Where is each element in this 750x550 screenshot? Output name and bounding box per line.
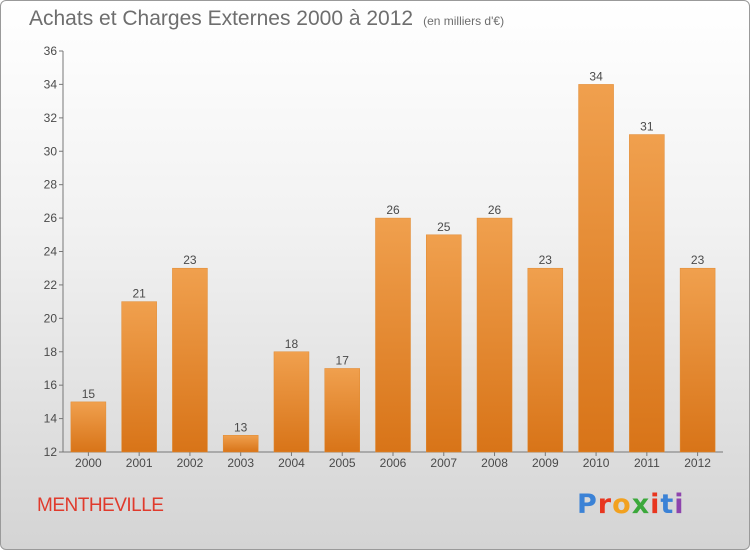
bar-2003	[222, 435, 259, 453]
chart-title-text: Achats et Charges Externes 2000 à 2012	[29, 7, 414, 30]
value-label-2003: 13	[234, 420, 248, 434]
x-tick-label-2004: 2004	[278, 456, 305, 470]
chart-title: Achats et Charges Externes 2000 à 2012 (e…	[29, 7, 504, 31]
value-label-2008: 26	[488, 203, 502, 217]
x-tick-label-2000: 2000	[75, 456, 102, 470]
y-tick-label: 28	[44, 178, 58, 192]
value-label-2000: 15	[82, 387, 96, 401]
logo-letter: r	[597, 489, 613, 520]
y-tick-label: 22	[44, 278, 58, 292]
y-tick-label: 32	[44, 111, 58, 125]
logo-letter: i	[650, 489, 661, 520]
chart-subtitle: (en milliers d'€)	[423, 14, 505, 28]
bar-2011	[629, 134, 665, 453]
bar-2012	[679, 267, 716, 453]
bar-2005	[324, 368, 360, 453]
x-tick-label-2007: 2007	[430, 456, 457, 470]
bar-2000	[70, 401, 107, 453]
x-tick-label-2005: 2005	[329, 456, 356, 470]
y-tick-label: 18	[44, 345, 58, 359]
value-label-2006: 26	[386, 203, 400, 217]
y-tick-label: 12	[44, 445, 58, 459]
value-label-2005: 17	[336, 353, 350, 367]
value-label-2004: 18	[285, 337, 299, 351]
y-tick-label: 24	[44, 245, 58, 259]
value-label-2010: 34	[589, 69, 603, 83]
value-label-2009: 23	[539, 253, 553, 267]
labels-group: 15 21 23 13 18 17 26 25 26 23 34 31 23	[82, 69, 705, 434]
value-label-2001: 21	[132, 287, 146, 301]
value-label-2007: 25	[437, 220, 451, 234]
y-tick-label: 16	[44, 378, 58, 392]
proxiti-logo: Proxiti	[577, 489, 685, 520]
y-tick-label: 26	[44, 211, 58, 225]
bar-2006	[375, 217, 411, 453]
value-label-2002: 23	[183, 253, 197, 267]
x-tick-label-2008: 2008	[481, 456, 508, 470]
bar-2007	[426, 234, 462, 453]
y-tick-label: 36	[44, 44, 58, 58]
y-tick-label: 14	[44, 412, 58, 426]
logo-letter: i	[674, 489, 685, 520]
bar-2004	[273, 351, 310, 453]
bar-2001	[121, 301, 157, 453]
x-tick-label-2011: 2011	[634, 456, 660, 470]
y-tick-label: 34	[44, 77, 58, 91]
y-tick-label: 20	[44, 311, 58, 325]
logo-letter: P	[577, 489, 598, 520]
bars-group	[70, 84, 716, 453]
bar-2008	[476, 217, 513, 453]
city-name: MENTHEVILLE	[37, 495, 164, 516]
logo-letter: t	[660, 489, 675, 520]
logo-letter: o	[612, 489, 632, 520]
x-tick-label-2010: 2010	[583, 456, 610, 470]
bar-2010	[578, 84, 614, 453]
x-tick-label-2006: 2006	[380, 456, 407, 470]
x-tick-label-2003: 2003	[227, 456, 254, 470]
logo-letter: x	[631, 489, 651, 520]
value-label-2011: 31	[640, 120, 654, 134]
x-tick-label-2012: 2012	[684, 456, 711, 470]
bar-2009	[527, 267, 564, 453]
x-tick-label-2009: 2009	[532, 456, 559, 470]
x-tick-label-2001: 2001	[126, 456, 153, 470]
x-tick-label-2002: 2002	[177, 456, 204, 470]
bar-2002	[172, 267, 208, 453]
value-label-2012: 23	[691, 253, 705, 267]
y-tick-label: 30	[44, 144, 58, 158]
